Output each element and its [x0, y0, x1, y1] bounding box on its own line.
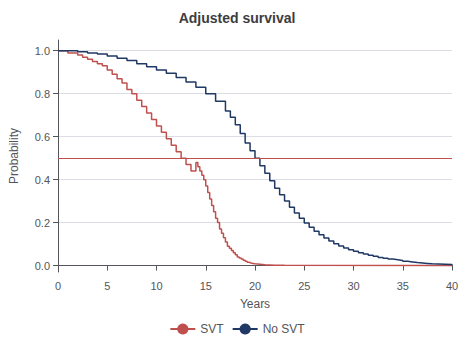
svg-text:30: 30: [347, 280, 359, 292]
svg-text:10: 10: [150, 280, 162, 292]
svg-text:20: 20: [249, 280, 261, 292]
svg-text:40: 40: [446, 280, 458, 292]
svg-text:5: 5: [104, 280, 110, 292]
svg-text:0.2: 0.2: [35, 217, 50, 229]
svg-text:No SVT: No SVT: [263, 322, 306, 336]
svg-text:0.8: 0.8: [35, 88, 50, 100]
svg-text:SVT: SVT: [200, 322, 224, 336]
svg-text:1.0: 1.0: [35, 45, 50, 57]
svg-text:0.0: 0.0: [35, 260, 50, 272]
svg-text:Probability: Probability: [7, 128, 21, 184]
svg-text:0.4: 0.4: [35, 174, 50, 186]
svg-text:25: 25: [298, 280, 310, 292]
svg-text:Adjusted survival: Adjusted survival: [179, 10, 296, 26]
svg-text:15: 15: [200, 280, 212, 292]
svg-text:0: 0: [55, 280, 61, 292]
svg-text:Years: Years: [240, 297, 270, 311]
svg-text:35: 35: [397, 280, 409, 292]
svg-text:0.6: 0.6: [35, 131, 50, 143]
